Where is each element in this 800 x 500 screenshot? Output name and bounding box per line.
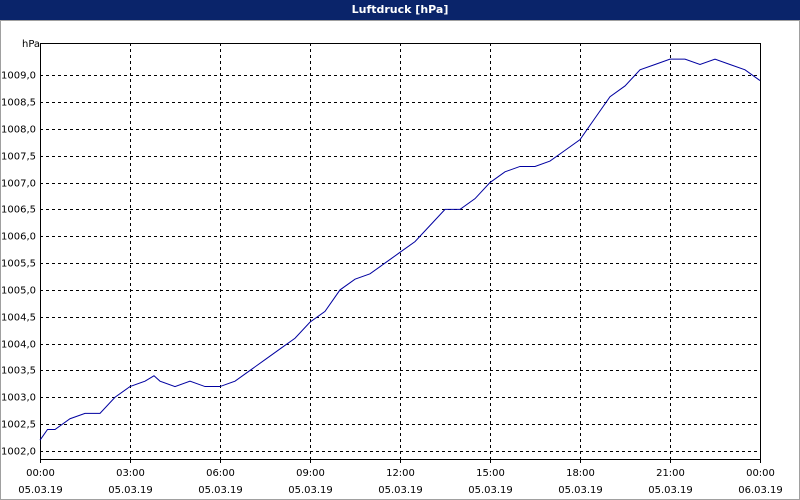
y-tick-label: 1007,0 xyxy=(1,179,36,190)
y-tick-label: 1003,0 xyxy=(1,393,36,404)
title-bar xyxy=(0,0,800,20)
y-tick-label: 1008,5 xyxy=(1,98,36,109)
y-tick-label: 1007,5 xyxy=(1,152,36,163)
x-tick-label: 00:00 xyxy=(746,468,775,479)
y-tick-label: 1004,5 xyxy=(1,313,36,324)
x-tick-date: 05.03.19 xyxy=(648,485,693,496)
chart-title: Luftdruck [hPa] xyxy=(352,3,449,16)
data-line xyxy=(39,58,761,441)
x-tick-label: 18:00 xyxy=(566,468,595,479)
y-tick-label: 1005,5 xyxy=(1,259,36,270)
x-tick-date: 05.03.19 xyxy=(288,485,333,496)
x-tick-label: 15:00 xyxy=(476,468,505,479)
y-tick-label: 1002,5 xyxy=(1,420,36,431)
y-tick-label: 1003,5 xyxy=(1,366,36,377)
x-tick-date: 05.03.19 xyxy=(198,485,243,496)
y-tick-label: 1006,0 xyxy=(1,232,36,243)
x-tick-date: 05.03.19 xyxy=(108,485,153,496)
x-tick-label: 03:00 xyxy=(116,468,145,479)
plot-border xyxy=(40,43,761,460)
x-tick-date: 05.03.19 xyxy=(468,485,513,496)
y-tick-label: 1002,0 xyxy=(1,447,36,458)
x-tick-label: 00:00 xyxy=(26,468,55,479)
y-tick-label: 1005,0 xyxy=(1,286,36,297)
y-tick-label: 1004,0 xyxy=(1,340,36,351)
y-tick-label: 1006,5 xyxy=(1,205,36,216)
x-tick-label: 12:00 xyxy=(386,468,415,479)
x-tick-date: 05.03.19 xyxy=(558,485,603,496)
x-tick-label: 09:00 xyxy=(296,468,325,479)
y-tick-label: 1009,0 xyxy=(1,71,36,82)
y-tick-label: 1008,0 xyxy=(1,125,36,136)
x-tick-label: 21:00 xyxy=(656,468,685,479)
x-tick-label: 06:00 xyxy=(206,468,235,479)
x-tick-date: 05.03.19 xyxy=(18,485,63,496)
x-tick-date: 05.03.19 xyxy=(378,485,423,496)
x-tick-date: 06.03.19 xyxy=(738,485,783,496)
y-axis-label: hPa xyxy=(22,39,40,50)
